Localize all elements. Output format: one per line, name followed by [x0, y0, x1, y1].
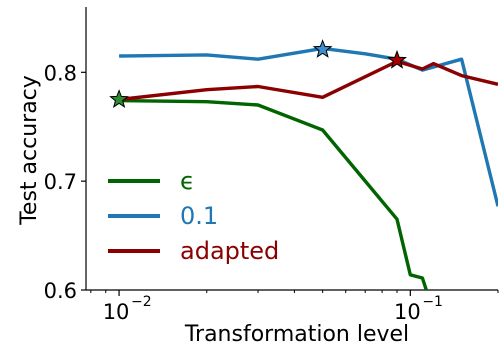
legend: ϵ 0.1 adapted: [108, 167, 279, 265]
legend-label-1: 0.1: [180, 202, 218, 230]
star-marker-2: [387, 49, 407, 69]
axes: 0.60.70.810 −2 10 −1: [44, 7, 499, 324]
x-tick-exponent: −1: [422, 294, 443, 310]
legend-label-0: ϵ: [180, 167, 195, 195]
x-tick-exponent: −2: [131, 294, 152, 310]
star-markers: [109, 39, 407, 108]
legend-label-2: adapted: [180, 237, 279, 265]
y-tick-label: 0.7: [44, 170, 77, 194]
series-line-0: [119, 98, 429, 290]
y-tick-label: 0.6: [44, 279, 77, 303]
x-tick-label: 10: [103, 300, 130, 324]
star-marker-1: [312, 39, 333, 58]
star-marker-0: [109, 89, 129, 108]
series-lines: [118, 46, 498, 290]
series-line-2: [118, 59, 498, 102]
series-line-1: [119, 46, 498, 207]
x-axis-label: Transformation level: [184, 322, 409, 347]
x-tick-label: 10: [394, 300, 421, 324]
y-tick-label: 0.8: [44, 61, 77, 85]
y-axis-label: Test accuracy: [17, 75, 42, 226]
